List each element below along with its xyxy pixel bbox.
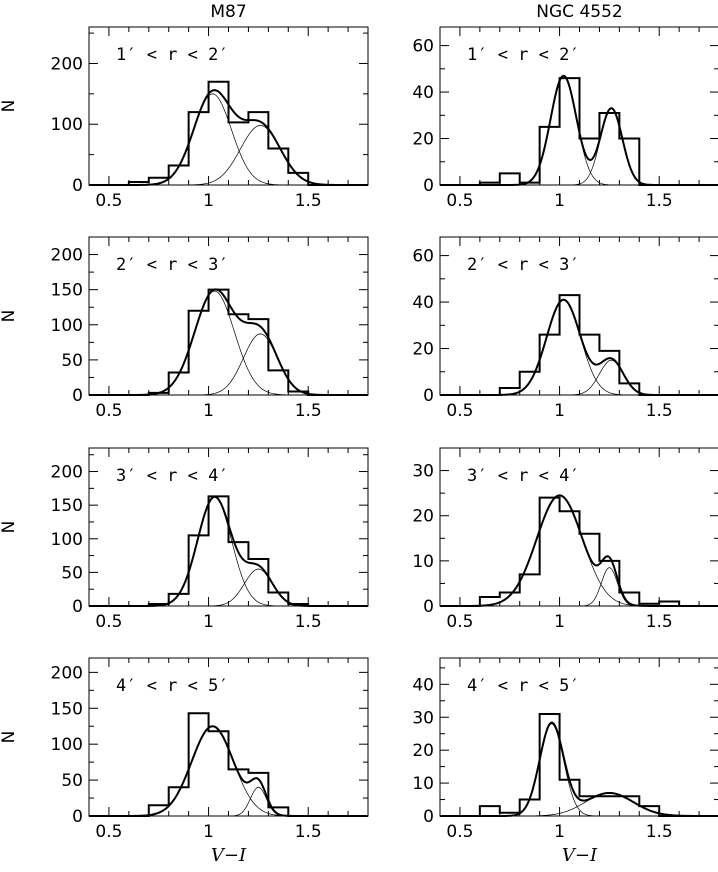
y-tick-label: 60 bbox=[412, 247, 434, 267]
y-tick-label: 20 bbox=[412, 507, 434, 527]
panel-6: 0.5 1 1.5 0 10 20 30 3′ < r < 4′ bbox=[412, 447, 718, 632]
gaussian-sum-fit bbox=[89, 495, 368, 607]
x-axis-label: V−I bbox=[211, 845, 247, 866]
panel-5: 0.5 1 1.5 0 50 100 150 200 N 3′ < r < 4′ bbox=[0, 447, 369, 632]
radius-annotation: 4′ < r < 5′ bbox=[467, 676, 580, 696]
histogram-bars bbox=[440, 496, 718, 607]
y-axis-label: N bbox=[0, 521, 19, 534]
x-tick-label: 1 bbox=[554, 401, 565, 421]
panel-title: M87 bbox=[210, 2, 246, 22]
x-tick-label: 0.5 bbox=[95, 822, 122, 842]
panel-title: NGC 4552 bbox=[536, 2, 622, 22]
x-tick-label: 0.5 bbox=[446, 822, 473, 842]
y-tick-label: 0 bbox=[72, 807, 83, 827]
histogram-bars bbox=[440, 77, 718, 186]
y-tick-label: 0 bbox=[423, 386, 434, 406]
panel-2: 0.5 1 1.5 0 20 40 60 NGC 4552 1′ < r < 2′ bbox=[412, 2, 718, 211]
x-tick-label: 0.5 bbox=[446, 191, 473, 211]
x-tick-label: 1.5 bbox=[646, 822, 673, 842]
gaussian-sum-fit bbox=[89, 89, 368, 186]
x-tick-label: 0.5 bbox=[446, 401, 473, 421]
x-tick-label: 1.5 bbox=[646, 612, 673, 632]
panel-7: 0.5 1 1.5 0 50 100 150 200 N V−I 4′ < r < 5′ bbox=[0, 657, 369, 866]
x-tick-label: 1 bbox=[554, 822, 565, 842]
y-tick-label: 0 bbox=[423, 176, 434, 196]
x-tick-label: 0.5 bbox=[95, 612, 122, 632]
gaussian-sum-fit bbox=[89, 725, 368, 817]
x-tick-label: 0.5 bbox=[95, 401, 122, 421]
y-tick-label: 0 bbox=[72, 176, 83, 196]
gaussian-sum-fit bbox=[440, 298, 718, 396]
y-axis-label: N bbox=[0, 100, 19, 113]
x-tick-label: 1.5 bbox=[295, 612, 322, 632]
y-tick-label: 60 bbox=[412, 37, 434, 57]
y-tick-label: 20 bbox=[412, 741, 434, 761]
y-axis-label: N bbox=[0, 731, 19, 744]
y-tick-label: 0 bbox=[423, 597, 434, 617]
gaussian-sum-fit bbox=[440, 721, 718, 817]
y-tick-label: 100 bbox=[51, 530, 83, 550]
y-tick-label: 150 bbox=[51, 281, 83, 301]
radius-annotation: 4′ < r < 5′ bbox=[116, 676, 229, 696]
y-tick-label: 10 bbox=[412, 552, 434, 572]
x-tick-label: 1.5 bbox=[646, 191, 673, 211]
y-tick-label: 50 bbox=[61, 771, 83, 791]
y-tick-label: 100 bbox=[51, 735, 83, 755]
x-tick-label: 1.5 bbox=[295, 401, 322, 421]
y-tick-label: 200 bbox=[51, 663, 83, 683]
x-axis-label: V−I bbox=[562, 845, 598, 866]
y-tick-label: 0 bbox=[72, 597, 83, 617]
panel-4: 0.5 1 1.5 0 20 40 60 2′ < r < 3′ bbox=[412, 236, 718, 421]
gaussian-sum-fit bbox=[440, 74, 718, 186]
y-tick-label: 200 bbox=[51, 54, 83, 74]
y-tick-label: 50 bbox=[61, 351, 83, 371]
y-tick-label: 0 bbox=[423, 807, 434, 827]
x-tick-label: 1 bbox=[203, 612, 214, 632]
x-tick-label: 1.5 bbox=[295, 822, 322, 842]
y-tick-label: 200 bbox=[51, 246, 83, 266]
y-tick-label: 30 bbox=[412, 708, 434, 728]
y-tick-label: 20 bbox=[412, 130, 434, 150]
x-tick-label: 1 bbox=[554, 191, 565, 211]
histogram-bars bbox=[440, 294, 718, 396]
y-tick-label: 100 bbox=[51, 316, 83, 336]
radius-annotation: 1′ < r < 2′ bbox=[116, 45, 229, 65]
y-tick-label: 10 bbox=[412, 774, 434, 794]
x-tick-label: 0.5 bbox=[446, 612, 473, 632]
y-tick-label: 0 bbox=[72, 386, 83, 406]
radius-annotation: 3′ < r < 4′ bbox=[116, 466, 229, 486]
x-tick-label: 0.5 bbox=[95, 191, 122, 211]
radius-annotation: 1′ < r < 2′ bbox=[467, 45, 580, 65]
x-tick-label: 1 bbox=[554, 612, 565, 632]
y-axis-label: N bbox=[0, 310, 19, 323]
gaussian-sum-fit bbox=[440, 494, 718, 607]
radius-annotation: 2′ < r < 3′ bbox=[116, 255, 229, 275]
radius-annotation: 3′ < r < 4′ bbox=[467, 466, 580, 486]
y-tick-label: 200 bbox=[51, 463, 83, 483]
x-tick-label: 1.5 bbox=[295, 191, 322, 211]
y-tick-label: 40 bbox=[412, 675, 434, 695]
y-tick-label: 20 bbox=[412, 340, 434, 360]
radius-annotation: 2′ < r < 3′ bbox=[467, 255, 580, 275]
y-tick-label: 30 bbox=[412, 462, 434, 482]
x-tick-label: 1.5 bbox=[646, 401, 673, 421]
x-tick-label: 1 bbox=[203, 401, 214, 421]
x-tick-label: 1 bbox=[203, 191, 214, 211]
panel-8: 0.5 1 1.5 0 10 20 30 40 V−I 4′ < r < 5′ bbox=[412, 657, 718, 866]
histogram-bars bbox=[89, 80, 368, 186]
x-tick-label: 1 bbox=[203, 822, 214, 842]
y-tick-label: 100 bbox=[51, 115, 83, 135]
y-tick-label: 50 bbox=[61, 563, 83, 583]
y-tick-label: 40 bbox=[412, 293, 434, 313]
y-tick-label: 150 bbox=[51, 699, 83, 719]
panel-1: 0.5 1 1.5 0 100 200 N M87 1′ < r < 2′ bbox=[0, 2, 369, 211]
gaussian-sum-fit bbox=[89, 288, 368, 396]
y-tick-label: 150 bbox=[51, 496, 83, 516]
y-tick-label: 40 bbox=[412, 83, 434, 103]
panel-3: 0.5 1 1.5 0 50 100 150 200 N 2′ < r < 3′ bbox=[0, 236, 369, 421]
